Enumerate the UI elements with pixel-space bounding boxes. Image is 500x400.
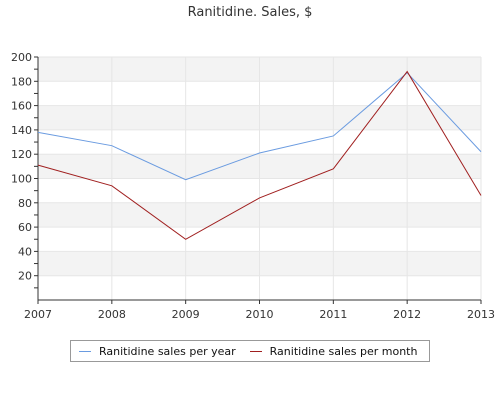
y-axis-ticks: 20 40 60 80 100 120 140 160 180 200 bbox=[11, 51, 38, 289]
legend: Ranitidine sales per year Ranitidine sal… bbox=[70, 340, 430, 362]
legend-label-per-month: Ranitidine sales per month bbox=[269, 344, 418, 358]
y-tick-label: 60 bbox=[18, 221, 32, 234]
x-tick-label: 2008 bbox=[98, 308, 126, 321]
x-tick-label: 2012 bbox=[393, 308, 421, 321]
series-line-per-year bbox=[37, 72, 482, 181]
x-axis-ticks: 2007 2008 2009 2010 2011 2012 2013 bbox=[24, 300, 495, 321]
x-tick-label: 2007 bbox=[24, 308, 52, 321]
legend-label-per-year: Ranitidine sales per year bbox=[99, 344, 236, 358]
chart-title: Ranitidine. Sales, $ bbox=[188, 5, 313, 20]
y-tick-label: 120 bbox=[11, 148, 32, 161]
y-tick-label: 80 bbox=[18, 197, 32, 210]
x-tick-label: 2011 bbox=[319, 308, 347, 321]
grid-lines bbox=[38, 56, 482, 300]
y-tick-label: 20 bbox=[18, 270, 32, 283]
legend-item-per-year: Ranitidine sales per year bbox=[79, 345, 236, 358]
series-line-per-month bbox=[37, 70, 482, 240]
x-tick-label: 2013 bbox=[467, 308, 495, 321]
y-tick-label: 160 bbox=[11, 100, 32, 113]
y-tick-label: 40 bbox=[18, 245, 32, 258]
x-tick-label: 2009 bbox=[172, 308, 200, 321]
y-tick-label: 100 bbox=[11, 173, 32, 186]
legend-swatch-per-month bbox=[249, 350, 262, 352]
x-tick-label: 2010 bbox=[246, 308, 274, 321]
y-tick-label: 140 bbox=[11, 124, 32, 137]
legend-item-per-month: Ranitidine sales per month bbox=[249, 344, 418, 358]
y-tick-label: 180 bbox=[11, 75, 32, 88]
legend-swatch-per-year bbox=[79, 350, 91, 352]
series-lines bbox=[37, 70, 482, 240]
y-tick-label: 200 bbox=[11, 51, 32, 64]
